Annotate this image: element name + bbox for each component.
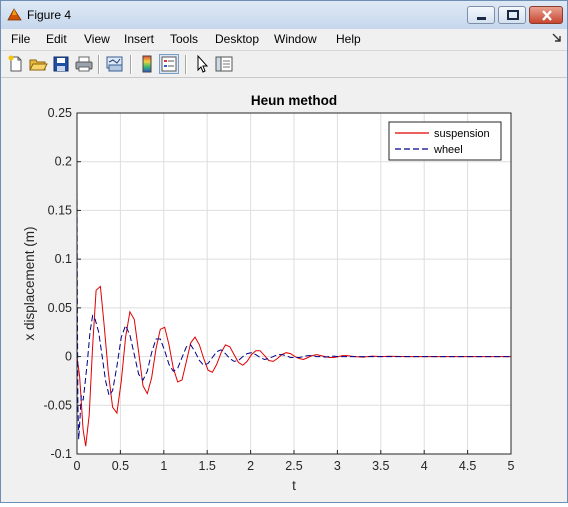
x-tick-label: 2	[247, 459, 254, 473]
toolbar-separator	[98, 55, 100, 74]
new-figure-icon[interactable]	[6, 54, 26, 74]
toolbar-separator	[130, 55, 132, 74]
close-button[interactable]	[529, 6, 563, 24]
chart-title: Heun method	[251, 93, 337, 108]
menu-bar: File Edit View Insert Tools Desktop Wind…	[1, 29, 567, 50]
insert-colorbar-icon[interactable]	[137, 54, 157, 74]
open-file-icon[interactable]	[28, 54, 48, 74]
x-tick-label: 0.5	[112, 459, 129, 473]
menu-insert[interactable]: Insert	[124, 32, 155, 46]
insert-legend-button[interactable]	[159, 54, 179, 74]
matlab-figure-icon	[7, 8, 22, 21]
x-tick-label: 4	[421, 459, 428, 473]
menu-desktop[interactable]: Desktop	[215, 32, 260, 46]
window-title: Figure 4	[27, 8, 72, 22]
x-tick-label: 5	[508, 459, 515, 473]
menu-help[interactable]: Help	[336, 32, 361, 46]
menu-view[interactable]: View	[84, 32, 110, 46]
line-chart: 0 0.5 1 1.5 2 2.5 3 3.5 4 4.5 5 -0.1 -0.05 0 0.05 0.1 0.…	[22, 93, 515, 493]
x-tick-label: 2.5	[285, 459, 302, 473]
insert-legend-icon	[161, 56, 177, 72]
figure-toolbar	[1, 50, 567, 78]
x-tick-label: 1.5	[199, 459, 216, 473]
ticks: 0 0.5 1 1.5 2 2.5 3 3.5 4 4.5 5 -0.1 -0.05 0 0.05 0.1 0.…	[44, 106, 515, 473]
y-tick-label: 0	[65, 350, 72, 364]
y-tick-label: -0.05	[44, 398, 73, 412]
y-tick-label: 0.25	[48, 106, 72, 120]
menu-tools[interactable]: Tools	[170, 32, 199, 46]
figure-canvas: 0 0.5 1 1.5 2 2.5 3 3.5 4 4.5 5 -0.1 -0.05 0 0.05 0.1 0.…	[1, 79, 567, 502]
maximize-button[interactable]	[498, 6, 526, 24]
title-bar[interactable]: Figure 4	[1, 1, 567, 30]
maximize-icon	[507, 10, 519, 20]
y-tick-label: -0.1	[50, 447, 72, 461]
x-tick-label: 1	[160, 459, 167, 473]
series-line-wheel[interactable]	[76, 181, 511, 440]
legend-label-suspension: suspension	[434, 128, 490, 140]
close-icon	[542, 10, 552, 21]
edit-plot-icon[interactable]	[193, 54, 213, 74]
show-plot-tools-icon[interactable]	[214, 54, 234, 74]
x-tick-label: 3	[334, 459, 341, 473]
data-layer	[76, 181, 511, 447]
x-tick-label: 3.5	[372, 459, 389, 473]
menu-window[interactable]: Window	[274, 32, 317, 46]
menu-edit[interactable]: Edit	[46, 32, 67, 46]
y-tick-label: 0.1	[55, 252, 72, 266]
toolbar-separator	[185, 55, 187, 74]
minimize-button[interactable]	[467, 6, 495, 24]
minimize-icon	[477, 17, 486, 20]
menu-file[interactable]: File	[11, 32, 31, 46]
x-tick-label: 0	[74, 459, 81, 473]
y-tick-label: 0.05	[48, 301, 72, 315]
x-axis-label: t	[292, 478, 296, 493]
legend-label-wheel: wheel	[433, 144, 463, 156]
dock-arrow-icon[interactable]	[552, 33, 562, 43]
legend[interactable]: suspension wheel	[388, 121, 502, 161]
y-axis-label: x displacement (m)	[22, 226, 37, 340]
x-tick-label: 4.5	[459, 459, 476, 473]
y-tick-label: 0.15	[48, 203, 72, 217]
save-icon[interactable]	[51, 54, 71, 74]
legend-box	[388, 121, 502, 161]
link-plot-icon[interactable]	[105, 54, 125, 74]
print-icon[interactable]	[74, 54, 94, 74]
y-tick-label: 0.2	[55, 155, 72, 169]
